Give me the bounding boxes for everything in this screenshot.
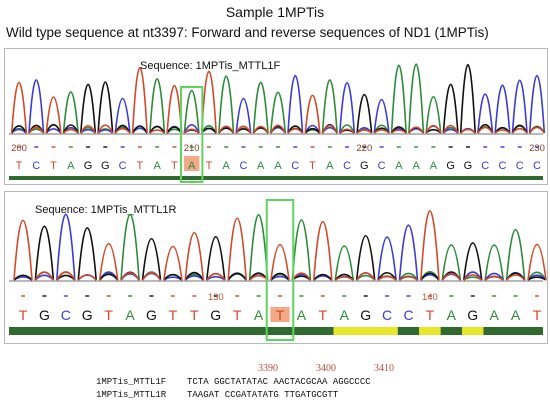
base-letter: C xyxy=(481,160,489,172)
base-letter: C xyxy=(291,160,299,172)
base-letter: G xyxy=(39,307,50,323)
base-letter: C xyxy=(382,307,392,323)
alignment-row-name-forward: 1MPTis_MTTL1F xyxy=(96,377,167,387)
base-letter: A xyxy=(254,307,264,323)
quality-bar-segment xyxy=(9,176,543,180)
chromatogram-panel-forward: Sequence: 1MPTis_MTTL1F 200 210 220 230 T C T A G… xyxy=(4,48,548,185)
base-letter: C xyxy=(32,160,40,172)
base-letter: T xyxy=(533,307,542,323)
position-tick-label: 130 xyxy=(208,292,224,303)
position-tick-label: 230 xyxy=(529,143,545,154)
figure-subtitle: Wild type sequence at nt3397: Forward an… xyxy=(6,25,489,40)
base-letter: A xyxy=(395,160,403,172)
quality-bar-segment xyxy=(333,327,398,335)
base-letter: C xyxy=(239,160,247,172)
base-letter: A xyxy=(125,307,135,323)
base-letter: A xyxy=(326,160,334,172)
base-letter: G xyxy=(101,160,110,172)
snp-highlight-box xyxy=(179,86,204,183)
base-letter: A xyxy=(297,307,307,323)
alignment-position-3400: 3400 xyxy=(316,363,336,374)
base-letter: C xyxy=(498,160,506,172)
base-letter: T xyxy=(206,160,213,172)
base-letter: G xyxy=(467,307,478,323)
base-letter: A xyxy=(430,160,438,172)
position-tick-label: 200 xyxy=(11,143,27,154)
base-letter: C xyxy=(378,160,386,172)
base-letter: A xyxy=(188,160,196,172)
base-letter: T xyxy=(50,160,57,172)
base-letter: T xyxy=(19,307,28,323)
quality-bar-segment xyxy=(462,327,484,335)
trace-g xyxy=(10,63,545,134)
base-letter: T xyxy=(233,307,242,323)
trace-t xyxy=(13,210,547,281)
alignment-position-3410: 3410 xyxy=(374,363,394,374)
base-letter: A xyxy=(511,307,521,323)
base-letter: A xyxy=(223,160,231,172)
base-letter: C xyxy=(343,160,351,172)
base-letter: T xyxy=(104,307,113,323)
base-letter: G xyxy=(210,307,221,323)
trace-a xyxy=(13,213,547,281)
trace-c xyxy=(13,213,547,281)
base-letter: C xyxy=(403,307,413,323)
alignment-row-seq-reverse: TAAGAT CCGATATATG TTGATGCGTT xyxy=(187,390,339,400)
snp-highlight-box xyxy=(265,199,295,341)
base-letter: T xyxy=(426,307,435,323)
position-tick-label: 140 xyxy=(422,292,438,303)
panel-label: Sequence: 1MPTis_MTTL1F xyxy=(140,60,280,72)
base-letter: C xyxy=(119,160,127,172)
quality-bar-segment xyxy=(440,327,463,335)
base-letter: G xyxy=(360,307,371,323)
base-letter: C xyxy=(516,160,524,172)
base-letter: A xyxy=(489,307,499,323)
base-letter: T xyxy=(16,160,23,172)
position-tick-label: 220 xyxy=(356,143,372,154)
base-letter: T xyxy=(190,307,199,323)
base-letter: G xyxy=(464,160,473,172)
chromatogram-panel-reverse: Sequence: 1MPTis_MTTL1R 130 140 T G C G T A G T T G T… xyxy=(4,191,548,344)
base-letter: G xyxy=(146,307,157,323)
trace-t xyxy=(10,66,545,134)
position-tick-label: 210 xyxy=(184,143,200,154)
highlighted-base-bg xyxy=(183,156,200,171)
base-letter: A xyxy=(447,307,457,323)
base-letter: A xyxy=(153,160,161,172)
alignment-position-3390: 3390 xyxy=(258,363,278,374)
base-letter: T xyxy=(276,307,285,323)
highlighted-base-bg xyxy=(270,307,290,322)
base-letter: C xyxy=(533,160,541,172)
base-letter: C xyxy=(61,307,71,323)
quality-bar-segment xyxy=(9,327,334,335)
quality-bar-segment xyxy=(397,327,420,335)
base-letter: A xyxy=(274,160,282,172)
quality-bar-segment xyxy=(483,327,543,335)
base-letter: T xyxy=(169,307,178,323)
base-letter: T xyxy=(309,160,316,172)
figure-title: Sample 1MPTis xyxy=(225,4,325,20)
base-letter: A xyxy=(412,160,420,172)
quality-bar-segment xyxy=(419,327,441,335)
base-letter: A xyxy=(257,160,265,172)
base-letter: T xyxy=(319,307,328,323)
alignment-row-seq-forward: TCTA GGCTATATAC AACTACGCAA AGGCCCC xyxy=(187,377,371,387)
base-letter: G xyxy=(84,160,93,172)
base-letter: G xyxy=(82,307,93,323)
base-letter: G xyxy=(360,160,369,172)
panel-label: Sequence: 1MPTis_MTTL1R xyxy=(35,204,176,216)
base-letter: A xyxy=(67,160,75,172)
trace-g xyxy=(13,225,547,281)
base-letter: G xyxy=(446,160,455,172)
base-letter: T xyxy=(136,160,143,172)
base-letter: A xyxy=(340,307,350,323)
base-letter: T xyxy=(171,160,178,172)
alignment-row-name-reverse: 1MPTis_MTTL1R xyxy=(96,390,167,400)
